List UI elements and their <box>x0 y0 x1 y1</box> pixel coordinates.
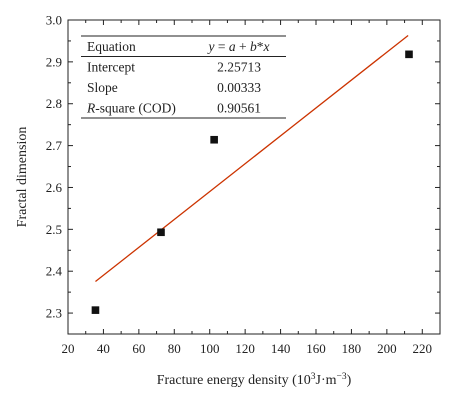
y-tick-label: 3.0 <box>46 13 62 28</box>
fit-table-rsquare-label: R-square (COD) <box>86 101 176 116</box>
fit-line <box>95 34 409 283</box>
fit-table-slope-label: Slope <box>87 80 118 95</box>
y-axis-tick-labels: 2.3 2.4 2.5 2.6 2.7 2.8 2.9 3.0 <box>46 13 63 321</box>
data-point <box>91 306 100 314</box>
fit-table-rsquare-value: 0.90561 <box>217 101 261 116</box>
x-tick-label: 40 <box>97 341 110 356</box>
data-point <box>405 50 413 59</box>
fit-table-intercept-label: Intercept <box>87 60 135 75</box>
x-tick-label: 80 <box>168 341 181 356</box>
x-axis-title: Fracture energy density (103J·m−3) <box>157 372 352 388</box>
x-tick-label: 140 <box>271 341 291 356</box>
fit-table-slope-value: 0.00333 <box>217 80 261 95</box>
plot-frame <box>67 19 441 335</box>
x-tick-label: 120 <box>235 341 255 356</box>
x-tick-label: 20 <box>62 341 75 356</box>
fit-table-equation-label: Equation <box>87 39 136 54</box>
y-tick-label: 2.4 <box>46 264 63 279</box>
fit-results-table: Equation y = a + b*x Intercept 2.25713 S… <box>81 35 286 119</box>
y-tick-label: 2.7 <box>46 138 63 153</box>
data-point <box>210 135 218 144</box>
y-axis-title: Fractal dimension <box>15 127 30 228</box>
x-tick-label: 160 <box>306 341 326 356</box>
fit-table-intercept-value: 2.25713 <box>217 60 261 75</box>
x-tick-label: 180 <box>342 341 362 356</box>
fit-table-equation-value: y = a + b*x <box>207 39 270 54</box>
x-tick-label: 200 <box>377 341 397 356</box>
data-points-layer <box>91 50 413 314</box>
y-tick-label: 2.5 <box>46 222 62 237</box>
x-axis-tick-labels: 20 40 60 80 100 120 140 160 180 200 220 <box>62 341 433 356</box>
axes <box>67 19 441 335</box>
fit-line-layer <box>95 34 409 283</box>
y-tick-label: 2.9 <box>46 54 62 69</box>
x-tick-label: 220 <box>413 341 433 356</box>
x-tick-label: 100 <box>200 341 220 356</box>
y-tick-label: 2.6 <box>46 180 63 195</box>
y-tick-label: 2.3 <box>46 306 62 321</box>
y-tick-label: 2.8 <box>46 96 62 111</box>
x-tick-label: 60 <box>132 341 145 356</box>
data-point <box>157 228 165 237</box>
